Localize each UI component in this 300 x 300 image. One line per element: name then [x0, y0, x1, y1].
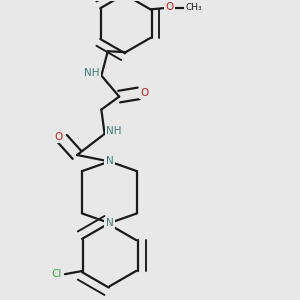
Text: NH: NH — [84, 68, 100, 78]
Text: O: O — [140, 88, 148, 98]
Text: O: O — [166, 2, 174, 12]
Text: NH: NH — [106, 126, 122, 136]
Text: CH₃: CH₃ — [185, 3, 202, 12]
Text: O: O — [54, 132, 63, 142]
Text: N: N — [106, 157, 113, 166]
Text: N: N — [106, 218, 113, 228]
Text: Cl: Cl — [51, 269, 62, 279]
